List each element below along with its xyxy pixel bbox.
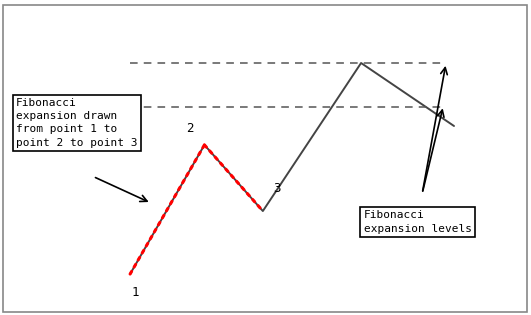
Text: 1: 1 (132, 286, 139, 300)
Text: 3: 3 (273, 182, 281, 196)
Text: Fibonacci
expansion drawn
from point 1 to
point 2 to point 3: Fibonacci expansion drawn from point 1 t… (16, 98, 138, 148)
Text: Fibonacci
expansion levels: Fibonacci expansion levels (364, 210, 472, 234)
Text: 2: 2 (186, 123, 194, 135)
